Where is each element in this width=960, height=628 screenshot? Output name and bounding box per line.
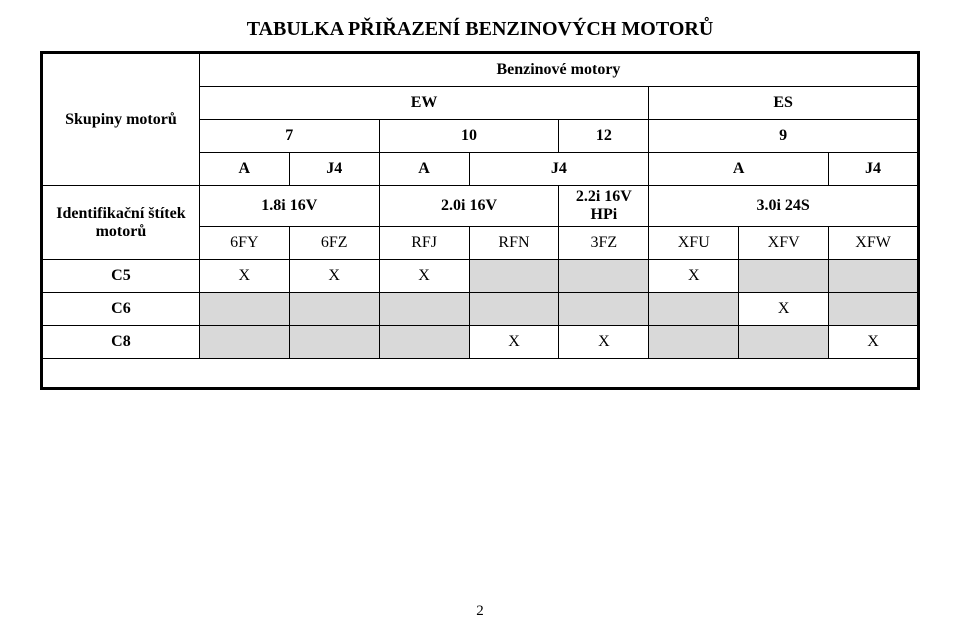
assignment-table: Skupiny motorů Benzinové motory EW ES 7 … [40, 51, 920, 390]
row-label-c5: C5 [42, 260, 200, 293]
code-4: RFN [469, 227, 559, 260]
cell [199, 326, 289, 359]
cell [199, 293, 289, 326]
cell [289, 293, 379, 326]
eng-4: 3.0i 24S [649, 186, 919, 227]
code-8: XFW [829, 227, 919, 260]
table-row: Skupiny motorů Benzinové motory [42, 53, 919, 87]
row-label-c6: C6 [42, 293, 200, 326]
code-1: 6FY [199, 227, 289, 260]
code-7: XFV [739, 227, 829, 260]
aj-a1: A [199, 153, 289, 186]
code-2: 6FZ [289, 227, 379, 260]
subtitle: Benzinové motory [199, 53, 918, 87]
cell: X [379, 260, 469, 293]
cell [469, 293, 559, 326]
cell [739, 326, 829, 359]
cell [649, 293, 739, 326]
code-3: RFJ [379, 227, 469, 260]
table-row: Identifikační štítek motorů 1.8i 16V 2.0… [42, 186, 919, 227]
group-label: Skupiny motorů [42, 53, 200, 186]
cell [559, 293, 649, 326]
spacer [42, 359, 919, 389]
col-es: ES [649, 87, 919, 120]
eng-2: 2.0i 16V [379, 186, 559, 227]
page-number: 2 [0, 603, 960, 620]
cell: X [829, 326, 919, 359]
cell: X [289, 260, 379, 293]
num-12: 12 [559, 120, 649, 153]
aj-a3: A [649, 153, 829, 186]
table-row: C8 X X X [42, 326, 919, 359]
aj-j4-2: J4 [469, 153, 649, 186]
code-5: 3FZ [559, 227, 649, 260]
aj-j4-3: J4 [829, 153, 919, 186]
cell [559, 260, 649, 293]
table-row [42, 359, 919, 389]
num-10: 10 [379, 120, 559, 153]
cell: X [199, 260, 289, 293]
cell [379, 293, 469, 326]
table-row: C5 X X X X [42, 260, 919, 293]
eng-1: 1.8i 16V [199, 186, 379, 227]
row-label-c8: C8 [42, 326, 200, 359]
cell [649, 326, 739, 359]
eng-3: 2.2i 16V HPi [559, 186, 649, 227]
cell [739, 260, 829, 293]
cell: X [559, 326, 649, 359]
num-9: 9 [649, 120, 919, 153]
id-label: Identifikační štítek motorů [42, 186, 200, 260]
cell [379, 326, 469, 359]
cell: X [739, 293, 829, 326]
num-7: 7 [199, 120, 379, 153]
cell [829, 293, 919, 326]
aj-j4-1: J4 [289, 153, 379, 186]
aj-a2: A [379, 153, 469, 186]
table-row: C6 X [42, 293, 919, 326]
col-ew: EW [199, 87, 648, 120]
cell [289, 326, 379, 359]
cell [829, 260, 919, 293]
cell [469, 260, 559, 293]
cell: X [649, 260, 739, 293]
cell: X [469, 326, 559, 359]
page-title: TABULKA PŘIŘAZENÍ BENZINOVÝCH MOTORŮ [40, 18, 920, 41]
code-6: XFU [649, 227, 739, 260]
